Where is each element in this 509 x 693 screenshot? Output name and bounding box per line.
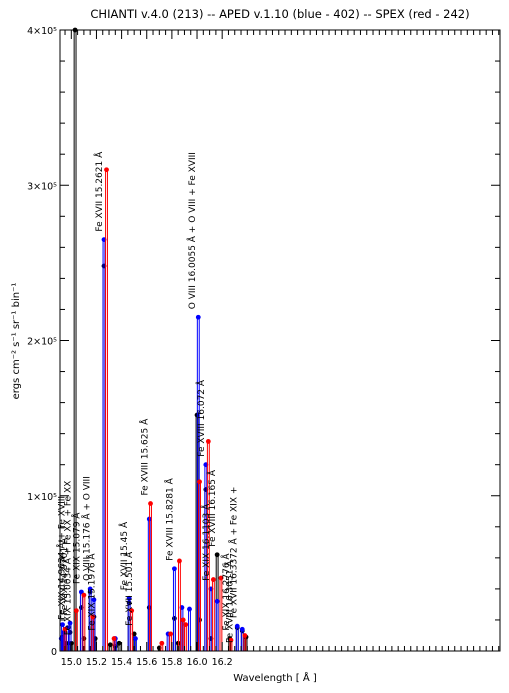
line-annotation: Fe XIX 14.9634 Å + Fe XVIII [55,496,67,620]
data-point-aped [239,626,245,632]
y-tick-label: 3×10⁵ [27,181,57,192]
line-annotation: Fe XVIII 15.625 Å [138,418,150,496]
line-annotation: Fe XIX 15.079 Å [70,512,82,584]
data-point-spex [168,631,174,637]
plot-area: 15.0 15.2 15.4 15.6 15.8 16.0 16.2 0 1×10⁵ 2×10⁵ 3… [27,26,501,668]
data-point-spex [62,626,68,632]
line-annotation: Fe XIX 14.9701 Å [58,537,70,615]
data-point-aped [87,586,93,592]
line-annotation: Fe XIX 16.1103 Å [200,503,212,581]
data-point-spex [197,479,202,485]
data-point-chianti [214,552,220,558]
x-tick-label: 15.6 [136,657,157,668]
data-point-spex [228,637,234,643]
data-point-spex [104,167,109,173]
data-point-spex [90,614,96,620]
data-point-chianti [172,615,177,621]
chart-title: CHIANTI v.4.0 (213) -- APED v.1.10 (blue… [90,7,469,21]
line-annotation: Fe XVII 16.3372 Å + Fe XIX + [228,487,240,619]
x-tick-label: 16.2 [212,657,233,668]
data-point-spex [180,617,186,623]
data-point-aped [214,598,220,604]
line-annotation: Fe XVII 15.501 Å [123,551,135,626]
y-tick-label: 2×10⁵ [27,337,57,348]
data-point-spex [148,501,153,506]
data-point-spex [183,622,189,628]
data-point-spex [81,592,87,598]
x-tick-label: 15.8 [161,657,182,668]
x-axis-label: Wavelength [ Å ] [233,671,317,684]
line-annotation: Fe XIX 15.1976 Å [85,553,97,631]
y-tick-label: 0 [51,647,57,658]
x-tick-label: 15.0 [61,657,82,668]
data-point-aped [126,595,132,601]
y-tick-label: 4×10⁵ [27,26,57,37]
data-point-spex [242,633,248,638]
data-point-aped [133,636,138,641]
data-point-spex [218,575,224,581]
x-tick-label: 16.0 [186,657,207,668]
x-tick-label: 15.2 [86,657,107,668]
data-point-spex [159,640,165,646]
data-point-spex [129,608,135,614]
data-point-spex [205,439,211,444]
line-annotation: O VIII 15.176 Å + O VIII [80,476,92,581]
data-point-aped [67,620,73,626]
data-point-spex [111,636,117,641]
y-tick-label: 1×10⁵ [27,492,57,503]
data-point-spex [210,577,216,582]
line-annotation: Fe XVIII 16.3051 Å [224,560,236,643]
line-annotation: O VIII 16.0055 Å + O VIII + Fe XVIII [186,152,198,309]
x-tick-label: 15.4 [111,657,132,668]
line-annotation: Fe XVIII 16.072 Å [195,379,207,457]
line-annotation: Fe XVIII 16.165 Å [206,469,218,547]
line-annotation: Fe XIX 15.0034 Å + Fe XX + Fe XX [62,481,74,636]
data-point-chianti [116,640,122,646]
data-point-aped [187,606,192,612]
data-point-chianti [107,642,113,648]
y-axis-label: ergs cm⁻² s⁻¹ sr⁻¹ bin⁻¹ [11,283,22,400]
line-annotation: Fe XVIII 15.8281 Å [163,477,175,560]
data-point-aped [234,623,240,629]
data-point-aped [91,597,97,603]
line-annotation: Fe XVII 15.45 Å [118,521,130,590]
data-point-spex [73,608,79,614]
line-annotation: Fe XIX 16.2776 Å [220,553,232,631]
data-point-aped [60,622,65,628]
line-annotation: Fe XVII 15.2621 Å [93,151,105,232]
data-point-aped [172,566,177,572]
data-point-aped [195,314,201,320]
data-point-spex [177,558,182,564]
